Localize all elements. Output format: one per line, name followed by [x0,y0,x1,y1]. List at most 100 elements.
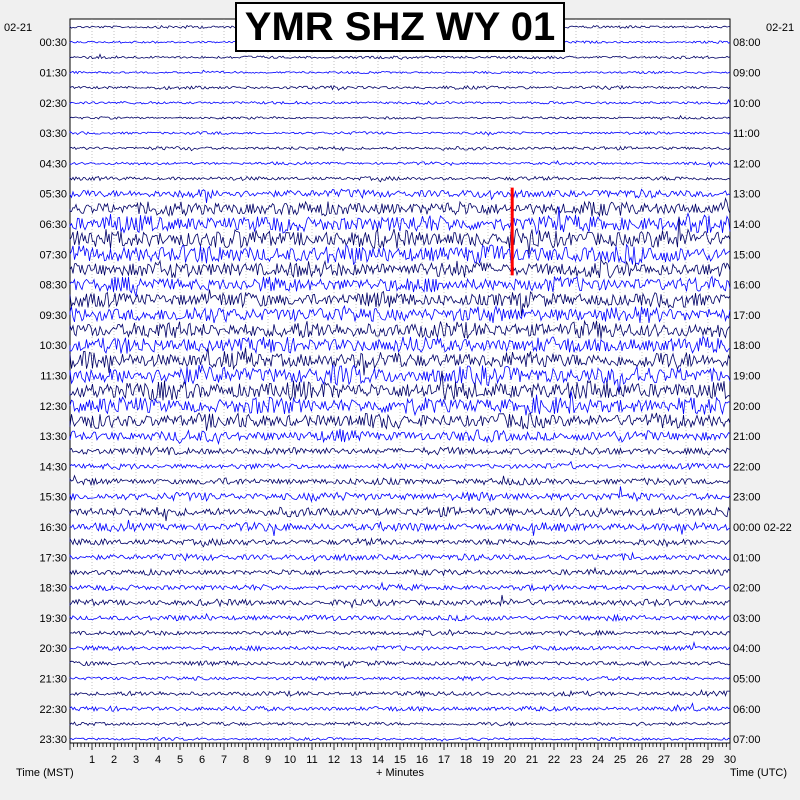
left-time-label: 20:30 [39,643,67,655]
left-time-label: 17:30 [39,552,67,564]
x-tick-label: 14 [372,754,384,766]
left-time-label: 06:30 [39,219,67,231]
right-time-label: 09:00 [733,67,761,79]
grid-lines [91,19,709,743]
trace-line [69,160,731,168]
xlabel-left: Time (MST) [16,767,74,779]
trace-line [69,206,731,236]
x-tick-label: 22 [548,754,560,766]
trace-line [69,370,731,401]
trace-line [69,130,731,136]
x-tick-label: 13 [350,754,362,766]
trace-line [69,581,731,592]
right-time-label: 07:00 [733,734,761,746]
left-time-label: 08:30 [39,280,67,292]
trace-line [69,216,731,255]
right-time-label: 10:00 [733,98,761,110]
left-time-label: 14:30 [39,461,67,473]
trace-line [69,304,731,324]
trace-line [69,347,731,376]
x-tick-label: 5 [177,754,183,766]
left-time-label: 04:30 [39,158,67,170]
trace-line [69,289,731,317]
left-time-label: 11:30 [40,370,67,382]
trace-line [69,519,731,536]
right-time-labels: 08:00 09:00 10:00 11:00 12:00 13:00 14:00 15:00… [733,37,792,746]
trace-line [69,486,731,503]
left-time-labels: 00:30 01:30 02:30 03:30 04:30 05:30 06:30 07:30… [39,37,67,746]
x-tick-label: 26 [636,754,648,766]
trace-line [69,689,731,698]
x-tick-label: 11 [306,754,317,766]
x-tick-label: 2 [111,754,117,766]
left-time-label: 07:30 [39,249,67,261]
right-time-label: 16:00 [733,280,761,292]
trace-line [69,551,731,562]
right-time-label: 22:00 [733,461,761,473]
trace-line [69,566,731,577]
x-tick-label: 21 [526,754,538,766]
left-time-label: 18:30 [39,583,67,595]
x-tick-label: 28 [680,754,692,766]
x-tick-label: 29 [702,754,714,766]
left-time-label: 15:30 [39,492,67,504]
x-tick-label: 17 [438,754,450,766]
right-time-label: 02:00 [733,583,761,595]
trace-line [69,84,731,91]
x-tick-label: 3 [133,754,139,766]
x-tick-label: 27 [658,754,670,766]
trace-line [69,640,731,652]
trace-line [69,145,731,152]
right-time-label: 03:00 [733,613,761,625]
right-time-label: 13:00 [733,189,761,201]
left-time-label: 16:30 [39,522,67,534]
right-time-label: 23:00 [733,492,761,504]
trace-line [69,594,731,609]
trace-line [69,335,731,355]
trace-line [69,412,731,431]
trace-line [69,702,731,712]
trace-line [69,736,731,742]
left-time-label: 02:30 [39,98,67,110]
left-time-label: 01:30 [39,67,67,79]
trace-line [69,474,731,487]
right-time-label: 18:00 [733,340,761,352]
trace-line [69,391,731,417]
trace-line [69,612,731,623]
left-time-label: 10:30 [39,340,67,352]
x-tick-label: 18 [460,754,472,766]
right-time-label: 12:00 [733,158,761,170]
trace-line [69,98,731,105]
trace-line [69,243,731,266]
x-tick-label: 10 [284,754,296,766]
trace-line [69,659,731,669]
x-tick-label: 15 [394,754,406,766]
left-time-label: 03:30 [39,128,67,140]
x-tick-label: 24 [592,754,604,766]
right-time-label: 15:00 [733,249,761,261]
right-time-label: 11:00 [733,128,760,140]
x-tick-label: 16 [416,754,428,766]
seismic-traces [69,24,731,742]
trace-line [69,188,731,204]
x-tick-label: 4 [155,754,161,766]
trace-line [69,53,731,60]
left-time-label: 00:30 [39,37,67,49]
right-time-label: 21:00 [733,431,761,443]
x-tick-label: 19 [482,754,494,766]
right-time-label: 05:00 [733,673,761,685]
x-tick-label: 7 [221,754,227,766]
left-time-label: 21:30 [39,673,67,685]
trace-line [69,275,731,297]
trace-line [69,675,731,682]
right-time-label: 14:00 [733,219,761,231]
trace-line [69,363,731,395]
trace-line [69,196,731,218]
x-tick-label: 12 [328,754,340,766]
x-tick-label: 25 [614,754,626,766]
x-tick-label: 9 [265,754,271,766]
trace-line [69,428,731,446]
right-time-label: 20:00 [733,401,761,413]
xlabel-right: Time (UTC) [730,767,788,779]
